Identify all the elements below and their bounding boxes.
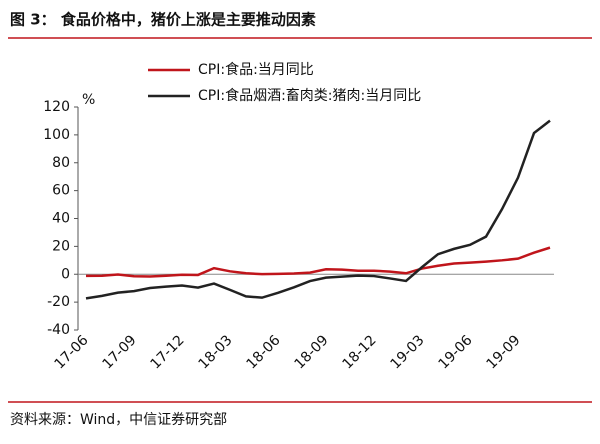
y-tick-label: 120 bbox=[43, 99, 70, 115]
y-tick-label: 80 bbox=[52, 155, 70, 171]
source: 资料来源：Wind，中信证券研究部 bbox=[10, 412, 227, 428]
x-tick-label: 17-06 bbox=[52, 332, 92, 372]
x-tick-label: 18-06 bbox=[244, 332, 284, 372]
y-unit: % bbox=[82, 92, 95, 108]
y-tick-label: 0 bbox=[61, 266, 70, 282]
x-tick-label: 19-06 bbox=[436, 332, 476, 372]
legend-label: CPI:食品:当月同比 bbox=[198, 61, 314, 78]
y-tick-label: 60 bbox=[52, 183, 70, 199]
y-tick-label: 100 bbox=[43, 127, 70, 143]
x-tick-label: 18-09 bbox=[292, 332, 332, 372]
y-tick-label: 40 bbox=[52, 211, 70, 227]
x-tick-label: 17-09 bbox=[100, 332, 140, 372]
legend-label: CPI:食品烟酒:畜肉类:猪肉:当月同比 bbox=[198, 87, 421, 104]
x-tick-label: 19-09 bbox=[484, 332, 524, 372]
x-tick-label: 19-03 bbox=[388, 332, 428, 372]
series-line bbox=[85, 246, 551, 278]
chart-title: 图 3： 食品价格中，猪价上涨是主要推动因素 bbox=[10, 11, 316, 29]
x-tick-label: 18-03 bbox=[196, 332, 236, 372]
y-tick-label: -20 bbox=[47, 294, 70, 310]
y-tick-label: -40 bbox=[47, 322, 70, 338]
y-tick-label: 20 bbox=[52, 238, 70, 254]
x-tick-label: 17-12 bbox=[148, 332, 188, 372]
series-line bbox=[85, 119, 551, 300]
x-tick-label: 18-12 bbox=[340, 332, 380, 372]
